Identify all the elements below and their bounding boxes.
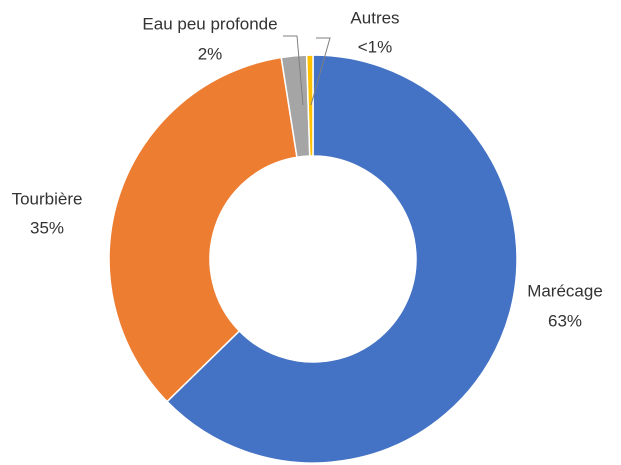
slice-label: Autres [350, 8, 399, 27]
slice-label: Tourbière [12, 189, 83, 208]
donut-slice [166, 54, 518, 464]
slice-value-label: 63% [548, 311, 582, 330]
slice-value-label: <1% [358, 37, 393, 56]
slice-value-label: 2% [198, 44, 223, 63]
donut-slice [305, 54, 314, 157]
leader-line [310, 37, 331, 106]
slice-label: Marécage [527, 281, 603, 300]
slice-label: Eau peu profonde [142, 14, 277, 33]
slice-value-label: 35% [30, 218, 64, 237]
leader-line [283, 35, 304, 106]
donut-slice [108, 56, 298, 403]
